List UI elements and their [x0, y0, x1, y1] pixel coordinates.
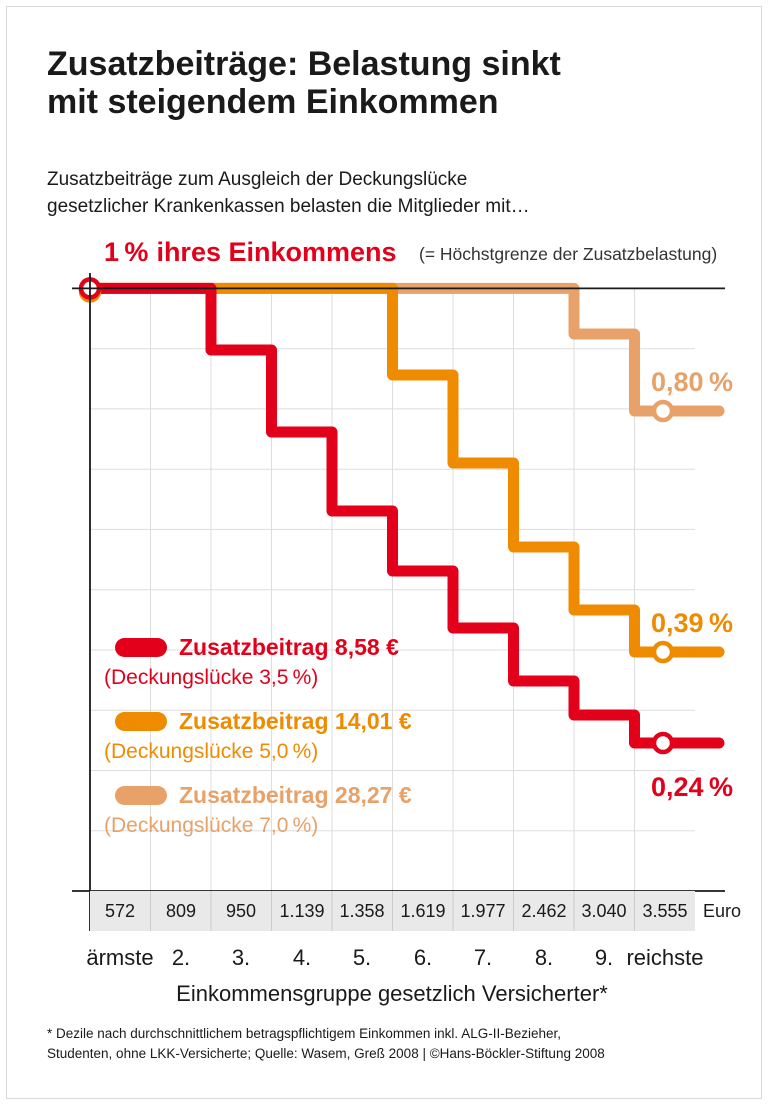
svg-text:809: 809 [166, 901, 196, 921]
svg-text:0,39 %: 0,39 % [651, 608, 733, 638]
svg-text:950: 950 [226, 901, 256, 921]
svg-text:(Deckungslücke 7,0 %): (Deckungslücke 7,0 %) [104, 814, 318, 837]
svg-text:1.139: 1.139 [279, 901, 324, 921]
svg-text:Zusatzbeitrag 28,27 €: Zusatzbeitrag 28,27 € [179, 782, 412, 808]
svg-text:Zusatzbeitrag 8,58 €: Zusatzbeitrag 8,58 € [179, 634, 399, 660]
svg-text:1.358: 1.358 [339, 901, 384, 921]
svg-text:0,24 %: 0,24 % [651, 772, 733, 802]
svg-text:(Deckungslücke 5,0 %): (Deckungslücke 5,0 %) [104, 740, 318, 763]
svg-text:572: 572 [105, 901, 135, 921]
svg-text:ärmste: ärmste [86, 945, 153, 970]
svg-text:1.619: 1.619 [400, 901, 445, 921]
svg-text:Zusatzbeitrag 14,01 €: Zusatzbeitrag 14,01 € [179, 708, 412, 734]
svg-text:reichste: reichste [626, 945, 703, 970]
svg-text:Euro: Euro [703, 901, 741, 921]
svg-text:0,80 %: 0,80 % [651, 367, 733, 397]
svg-text:5.: 5. [353, 945, 371, 970]
svg-text:3.555: 3.555 [642, 901, 687, 921]
svg-text:9.: 9. [595, 945, 613, 970]
svg-text:2.: 2. [172, 945, 190, 970]
svg-text:2.462: 2.462 [521, 901, 566, 921]
svg-text:6.: 6. [414, 945, 432, 970]
svg-text:3.: 3. [232, 945, 250, 970]
svg-text:Einkommensgruppe gesetzlich Ve: Einkommensgruppe gesetzlich Versicherter… [176, 981, 608, 1006]
svg-text:(Deckungslücke 3,5 %): (Deckungslücke 3,5 %) [104, 666, 318, 689]
svg-text:7.: 7. [474, 945, 492, 970]
svg-text:3.040: 3.040 [581, 901, 626, 921]
svg-text:1.977: 1.977 [460, 901, 505, 921]
svg-text:(= Höchstgrenze der Zusatzbela: (= Höchstgrenze der Zusatzbelastung) [419, 244, 717, 264]
svg-text:1 %ihres Einkommens: 1 % ihres Einkommens [104, 237, 397, 267]
svg-text:8.: 8. [535, 945, 553, 970]
svg-text:4.: 4. [293, 945, 311, 970]
